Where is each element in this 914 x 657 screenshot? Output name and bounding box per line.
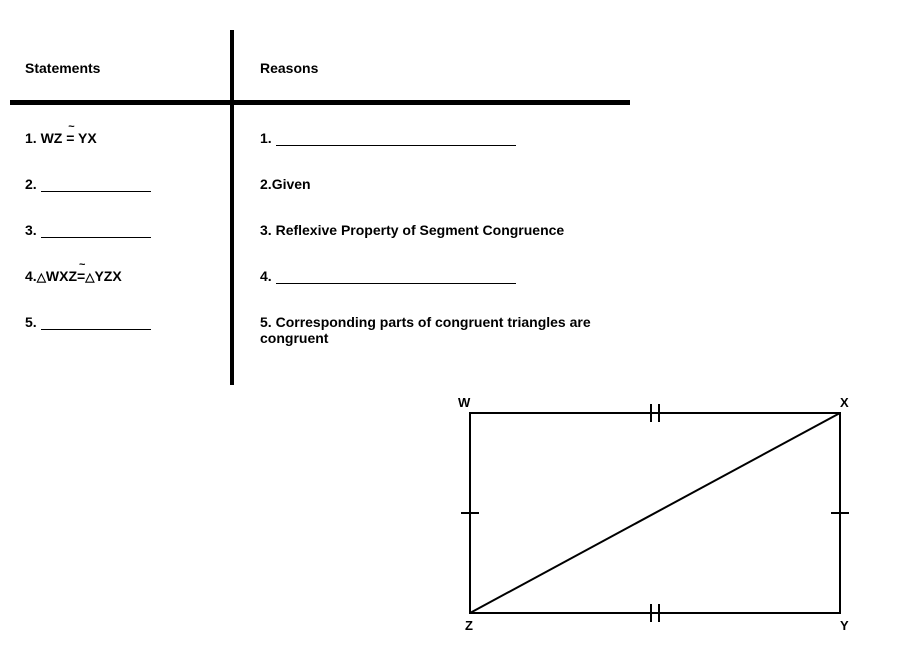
- statement-cell: 3.: [10, 222, 230, 238]
- svg-text:X: X: [840, 395, 849, 410]
- proof-row: 5. 5. Corresponding parts of congruent t…: [10, 314, 630, 346]
- header-row: Statements Reasons: [10, 30, 630, 100]
- proof-row: 4.△WXZ=△YZX4.: [10, 268, 630, 284]
- statement-blank[interactable]: [41, 224, 151, 238]
- proof-table: Statements Reasons 1. WZ = YX1. 2. 2.Giv…: [10, 30, 630, 346]
- reason-blank[interactable]: [276, 132, 516, 146]
- reason-cell: 3. Reflexive Property of Segment Congrue…: [230, 222, 630, 238]
- svg-text:Y: Y: [840, 618, 849, 633]
- horizontal-divider: [10, 100, 630, 105]
- statement-cell: 5.: [10, 314, 230, 330]
- statement-blank[interactable]: [41, 316, 151, 330]
- geometry-figure: W X Y Z: [440, 395, 860, 635]
- rows-container: 1. WZ = YX1. 2. 2.Given 3. 3. Reflexive P…: [10, 130, 630, 346]
- statements-header: Statements: [10, 60, 230, 76]
- proof-row: 1. WZ = YX1.: [10, 130, 630, 146]
- proof-row: 3. 3. Reflexive Property of Segment Cong…: [10, 222, 630, 238]
- svg-text:Z: Z: [465, 618, 473, 633]
- statement-cell: 2.: [10, 176, 230, 192]
- svg-text:W: W: [458, 395, 471, 410]
- statement-blank[interactable]: [41, 178, 151, 192]
- reason-cell: 1.: [230, 130, 630, 146]
- reason-cell: 2.Given: [230, 176, 630, 192]
- reason-blank[interactable]: [276, 270, 516, 284]
- vertical-divider: [230, 30, 234, 385]
- statement-cell: 1. WZ = YX: [10, 130, 230, 146]
- reason-cell: 4.: [230, 268, 630, 284]
- reasons-header: Reasons: [230, 60, 630, 76]
- reason-cell: 5. Corresponding parts of congruent tria…: [230, 314, 630, 346]
- proof-row: 2. 2.Given: [10, 176, 630, 192]
- statement-cell: 4.△WXZ=△YZX: [10, 268, 230, 284]
